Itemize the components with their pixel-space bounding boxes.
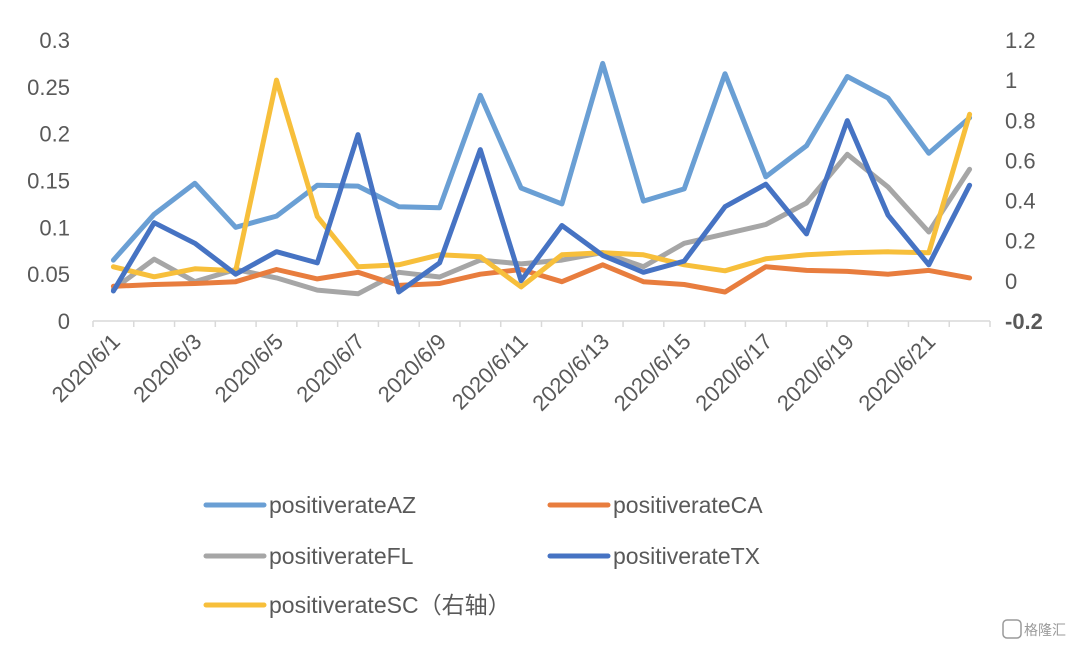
- legend-label: positiverateFL: [269, 543, 414, 569]
- legend-item: positiverateSC（右轴）: [203, 592, 511, 618]
- y-right-tick-label: 0.2: [1005, 229, 1036, 254]
- series-line-positiveratetx: [110, 118, 973, 295]
- x-tick-label: 2020/6/11: [447, 329, 533, 415]
- y-left-tick-label: 0.15: [27, 169, 70, 194]
- legend-label: positiverateCA: [613, 492, 763, 518]
- series-line-positiverateca: [110, 262, 973, 295]
- y-right-tick-label: 0: [1005, 269, 1017, 294]
- x-tick-label: 2020/6/17: [690, 329, 777, 416]
- y-right-tick-label: 1: [1005, 68, 1017, 93]
- legend-item: positiverateCA: [547, 492, 763, 518]
- x-tick-label: 2020/6/9: [373, 329, 451, 407]
- y-right-tick-label: -0.2: [1005, 309, 1043, 334]
- legend-label: positiverateSC（右轴）: [269, 592, 511, 618]
- legend: positiverateAZ positiverateCA positiverate…: [203, 492, 763, 618]
- watermark: 格隆汇: [1002, 619, 1066, 639]
- watermark-logo-icon: [1002, 619, 1022, 639]
- y-left-tick-label: 0.3: [39, 28, 70, 53]
- x-tick-label: 2020/6/1: [47, 329, 125, 407]
- y-left-tick-label: 0.05: [27, 262, 70, 287]
- legend-item: positiverateFL: [203, 543, 414, 569]
- x-tick-label: 2020/6/13: [527, 329, 614, 416]
- legend-label: positiverateAZ: [269, 492, 416, 518]
- x-tick-label: 2020/6/3: [128, 329, 206, 407]
- x-tick-label: 2020/6/7: [291, 329, 369, 407]
- y-left-tick-label: 0.1: [39, 215, 70, 240]
- legend-item: positiverateTX: [547, 543, 760, 569]
- y-right-tick-label: 1.2: [1005, 28, 1036, 53]
- watermark-text: 格隆汇: [1024, 623, 1066, 639]
- x-tick-label: 2020/6/19: [772, 329, 859, 416]
- x-tick-label: 2020/6/21: [853, 329, 940, 416]
- y-right-tick-label: 0.8: [1005, 108, 1036, 133]
- y-left-tick-label: 0: [58, 309, 70, 334]
- legend-item: positiverateAZ: [203, 492, 416, 518]
- y-left-tick-label: 0.2: [39, 122, 70, 147]
- series-lines: [110, 60, 973, 297]
- x-tick-label: 2020/6/5: [210, 329, 288, 407]
- series-line-positiverateaz: [110, 60, 973, 263]
- y-right-tick-label: 0.6: [1005, 148, 1036, 173]
- x-tick-label: 2020/6/15: [609, 329, 696, 416]
- y-right-tick-label: 0.4: [1005, 189, 1036, 214]
- y-left-tick-label: 0.25: [27, 75, 70, 100]
- series-line-positiveratesc: [110, 77, 973, 290]
- legend-label: positiverateTX: [613, 543, 760, 569]
